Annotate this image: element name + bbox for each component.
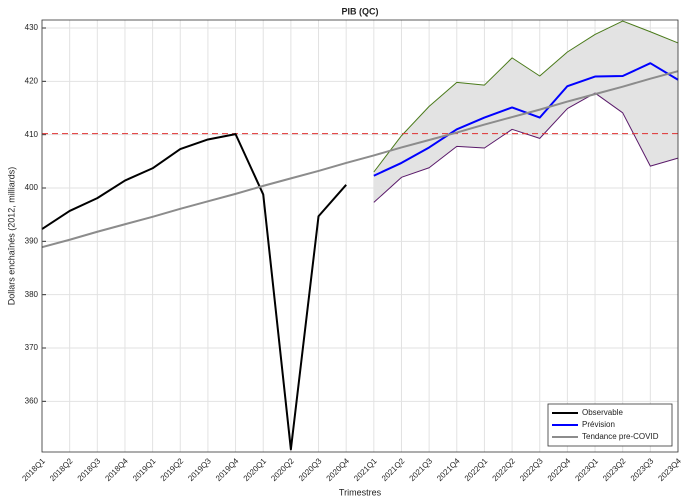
y-tick-label: 370 <box>25 343 39 352</box>
y-tick-label: 400 <box>25 183 39 192</box>
y-axis-label: Dollars enchaînés (2012, milliards) <box>6 167 16 306</box>
legend-label: Tendance pre-COVID <box>582 432 659 441</box>
y-tick-label: 360 <box>25 396 39 405</box>
legend-label: Prévision <box>582 420 615 429</box>
band-upper <box>373 20 679 173</box>
y-tick-label: 390 <box>25 236 39 245</box>
y-tick-label: 410 <box>25 130 39 139</box>
y-tick-label: 380 <box>25 290 39 299</box>
line-series <box>41 70 679 249</box>
x-axis-label: Trimestres <box>339 487 382 497</box>
y-tick-label: 430 <box>25 23 39 32</box>
chart-title: PIB (QC) <box>342 6 379 16</box>
legend-label: Observable <box>582 408 623 417</box>
plot-frame <box>41 19 679 453</box>
y-tick-label: 420 <box>25 76 39 85</box>
line-series <box>41 133 347 451</box>
